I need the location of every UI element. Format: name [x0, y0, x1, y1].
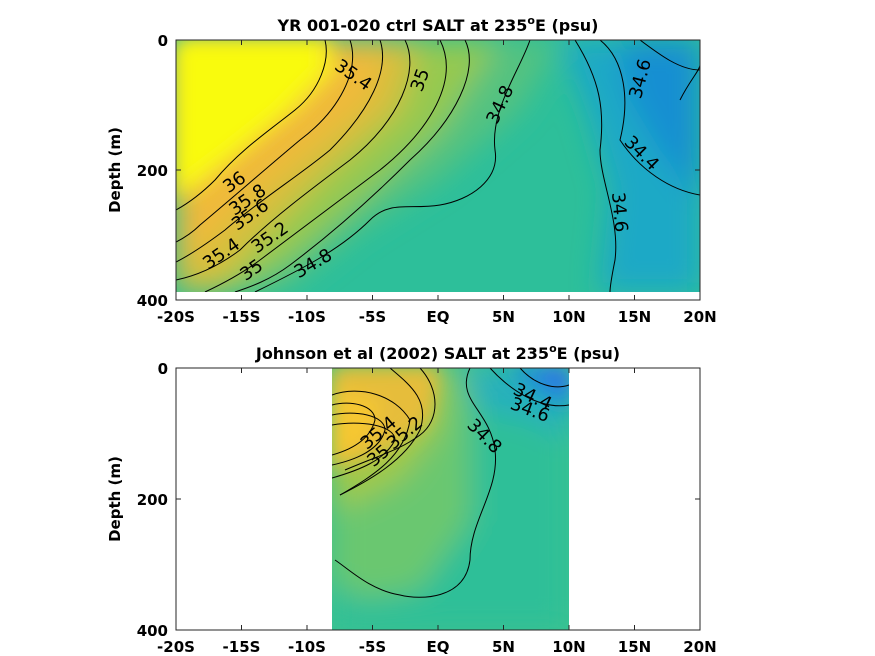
x-tick-label: 10N [552, 308, 585, 326]
x-tick-label: 5N [492, 308, 515, 326]
panel-bottom-contour-lines [332, 368, 569, 598]
x-tick-label: 5N [492, 638, 515, 656]
x-tick-label: 15N [618, 638, 651, 656]
panel-top-title: YR 001-020 ctrl SALT at 235oE (psu) [277, 14, 599, 35]
panel-bottom-title: Johnson et al (2002) SALT at 235oE (psu) [255, 342, 620, 363]
x-tick-label: EQ [427, 638, 450, 656]
y-tick-label: 200 [137, 491, 168, 509]
panel-top-y-axis: 0 200 400 [137, 32, 700, 310]
x-tick-label: EQ [427, 308, 450, 326]
panel-bottom: Johnson et al (2002) SALT at 235oE (psu) [106, 342, 717, 656]
x-tick-label: -20S [157, 638, 195, 656]
y-tick-label: 0 [158, 32, 168, 50]
contour-label: 34.6 [607, 191, 631, 233]
x-tick-label: 20N [683, 638, 716, 656]
y-tick-label: 0 [158, 360, 168, 378]
y-tick-label: 400 [137, 622, 168, 640]
panel-top-y-axis-label: Depth (m) [106, 127, 124, 213]
x-tick-label: 15N [618, 308, 651, 326]
y-tick-label: 200 [137, 162, 168, 180]
x-tick-label: -20S [157, 308, 195, 326]
x-tick-label: -5S [359, 638, 386, 656]
panel-bottom-y-axis: 0 200 400 [137, 360, 700, 640]
x-tick-label: -15S [223, 308, 261, 326]
x-tick-label: -5S [359, 308, 386, 326]
x-tick-label: -15S [223, 638, 261, 656]
panel-bottom-y-axis-label: Depth (m) [106, 456, 124, 542]
panel-bottom-x-axis: -20S -15S -10S -5S EQ 5N 10N 15N 20N [157, 368, 717, 656]
x-tick-label: -10S [288, 308, 326, 326]
x-tick-label: 10N [552, 638, 585, 656]
x-tick-label: -10S [288, 638, 326, 656]
panel-top-x-axis: -20S -15S -10S -5S EQ 5N 10N 15N 20N [157, 40, 717, 326]
panel-top: YR 001-020 ctrl SALT at 235oE (psu) [106, 14, 717, 326]
y-tick-label: 400 [137, 292, 168, 310]
x-tick-label: 20N [683, 308, 716, 326]
